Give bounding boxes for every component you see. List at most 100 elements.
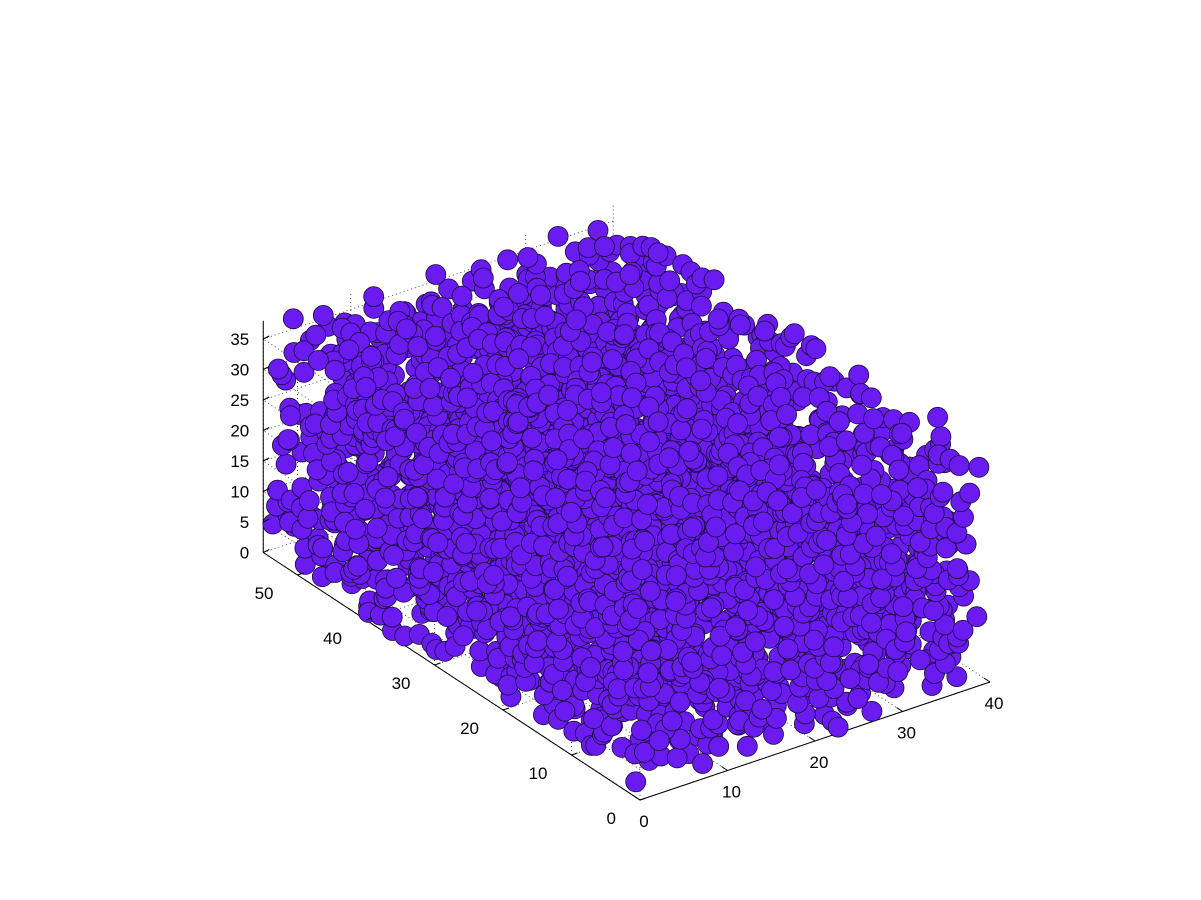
data-point bbox=[678, 440, 700, 462]
z-tick-mark bbox=[263, 457, 270, 462]
data-point bbox=[583, 708, 604, 730]
data-point bbox=[851, 454, 873, 476]
data-point bbox=[735, 690, 757, 712]
data-point bbox=[923, 600, 944, 621]
data-point bbox=[613, 507, 635, 529]
data-point bbox=[452, 625, 474, 647]
data-point bbox=[455, 533, 477, 554]
data-point bbox=[293, 361, 315, 383]
data-point bbox=[627, 598, 648, 619]
data-point bbox=[676, 398, 698, 420]
data-point bbox=[547, 225, 569, 247]
data-point bbox=[557, 565, 578, 587]
data-point bbox=[909, 649, 931, 671]
data-point bbox=[634, 531, 656, 552]
x-tick-mark bbox=[633, 795, 641, 801]
data-point bbox=[363, 286, 385, 308]
data-point bbox=[427, 532, 449, 554]
x-tick-mark bbox=[721, 766, 728, 771]
data-point bbox=[670, 419, 692, 441]
data-point bbox=[580, 657, 601, 678]
data-point bbox=[725, 616, 746, 638]
z-tick-mark bbox=[263, 518, 270, 523]
data-point bbox=[521, 336, 542, 358]
data-point bbox=[639, 431, 660, 453]
x-tick-mark bbox=[896, 707, 903, 712]
data-point bbox=[959, 482, 981, 504]
data-point bbox=[676, 357, 697, 379]
data-point bbox=[709, 625, 731, 647]
data-point bbox=[701, 597, 722, 619]
data-point bbox=[548, 598, 569, 620]
data-point bbox=[497, 249, 519, 271]
data-point bbox=[523, 460, 545, 482]
data-point bbox=[297, 507, 319, 529]
data-point bbox=[545, 487, 566, 509]
data-point bbox=[493, 296, 515, 318]
y-tick-mark bbox=[639, 797, 647, 801]
data-point bbox=[436, 606, 458, 627]
data-point bbox=[538, 384, 560, 406]
data-point bbox=[634, 741, 655, 763]
data-point bbox=[612, 641, 634, 662]
z-tick-label: 0 bbox=[240, 544, 249, 563]
data-point bbox=[828, 411, 850, 433]
x-tick-label: 0 bbox=[639, 812, 648, 831]
data-point bbox=[705, 516, 727, 538]
data-point bbox=[833, 570, 855, 592]
data-point bbox=[839, 668, 861, 690]
data-point bbox=[707, 465, 729, 487]
data-point bbox=[443, 473, 465, 495]
z-tick-label: 5 bbox=[240, 513, 249, 532]
data-point bbox=[805, 479, 827, 501]
data-point bbox=[406, 487, 428, 508]
data-point bbox=[819, 366, 841, 388]
data-point bbox=[497, 452, 518, 474]
data-point bbox=[594, 236, 615, 257]
data-point bbox=[637, 662, 659, 684]
z-tick-label: 35 bbox=[230, 330, 249, 349]
data-point bbox=[575, 470, 596, 492]
data-point bbox=[424, 325, 446, 347]
data-point bbox=[366, 517, 388, 539]
data-point bbox=[692, 753, 713, 774]
data-point bbox=[690, 370, 712, 392]
data-point bbox=[305, 324, 327, 346]
data-point bbox=[776, 404, 797, 425]
data-point bbox=[312, 537, 334, 559]
x-tick-label: 40 bbox=[985, 694, 1004, 713]
y-axis-line bbox=[262, 552, 641, 801]
data-point bbox=[927, 406, 948, 428]
data-point bbox=[858, 653, 880, 675]
data-point bbox=[932, 481, 954, 503]
data-point bbox=[767, 490, 789, 512]
data-point bbox=[836, 493, 858, 515]
data-point bbox=[805, 338, 827, 360]
data-point bbox=[419, 377, 441, 399]
z-tick-label: 10 bbox=[230, 483, 249, 502]
data-point bbox=[384, 426, 406, 448]
data-point bbox=[338, 339, 360, 361]
data-point bbox=[891, 422, 913, 444]
z-tick-mark bbox=[263, 396, 270, 401]
data-point bbox=[737, 600, 759, 621]
data-point bbox=[803, 629, 825, 651]
data-point bbox=[497, 674, 519, 696]
data-point bbox=[560, 501, 582, 523]
data-point bbox=[472, 267, 494, 289]
data-point bbox=[870, 587, 892, 609]
data-point bbox=[557, 399, 578, 421]
data-point bbox=[357, 451, 379, 473]
data-point bbox=[517, 247, 539, 268]
data-point bbox=[407, 336, 429, 358]
data-point bbox=[374, 487, 396, 509]
data-point bbox=[681, 517, 703, 539]
data-point bbox=[546, 449, 568, 471]
data-point bbox=[669, 691, 691, 713]
data-point bbox=[648, 730, 670, 751]
data-point bbox=[573, 428, 594, 450]
data-point bbox=[647, 411, 669, 433]
data-point bbox=[551, 680, 573, 701]
data-point bbox=[761, 680, 782, 701]
data-point bbox=[602, 349, 623, 371]
